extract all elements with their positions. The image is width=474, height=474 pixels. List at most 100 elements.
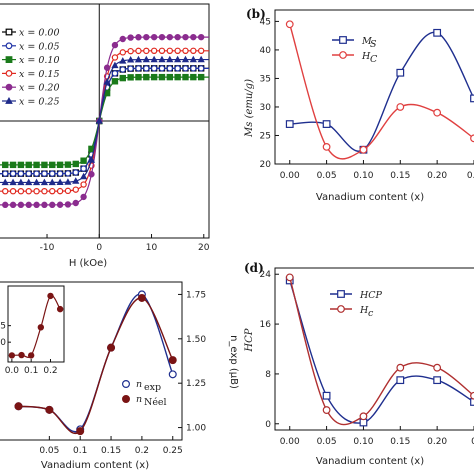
panel-a-loop-point <box>49 161 56 169</box>
panel-a-loop-point <box>72 186 79 193</box>
panel-b-point <box>322 120 331 128</box>
panel-a-loop-point <box>111 54 119 61</box>
panel-a-loop-point <box>142 55 150 63</box>
panel-a-loop-point <box>88 171 95 178</box>
panel-a-loop-point <box>150 33 158 41</box>
panel-a-loop-point <box>17 187 25 195</box>
panel-a-loop-point <box>174 55 182 63</box>
panel-a-loop-point <box>49 187 56 195</box>
panel-a-loop-point <box>158 33 166 41</box>
panel-c-xlabel: Vanadium content (x) <box>41 460 149 471</box>
panel-b-xtick-label: 0.00 <box>280 171 300 181</box>
panel-b-ytick-label: 45 <box>260 17 271 27</box>
panel-a-loop-point <box>72 169 79 176</box>
panel-d-xlabel: Vanadium content (x) <box>316 456 424 467</box>
panel-b-point <box>322 142 331 151</box>
panel-b-legend-label: M <box>361 36 372 47</box>
panel-a-loop-point <box>41 201 48 209</box>
panel-d-point <box>433 376 442 385</box>
panel-a-loop-point <box>56 161 64 169</box>
panel-a-loop-point <box>2 161 9 169</box>
panel-a-loop-point <box>190 33 197 41</box>
panel-a-legend-marker <box>5 56 13 63</box>
panel-a-loop-point <box>49 201 56 209</box>
panel-c-frame <box>0 281 183 441</box>
panel-a-legend-marker <box>5 83 13 91</box>
panel-a-loop-point <box>150 55 158 63</box>
panel-a-loop-point <box>127 34 134 41</box>
panel-a-legend-label: x = 0.15 <box>19 69 60 80</box>
panel-a-loop-point <box>56 187 64 195</box>
panel-a-loop-point <box>95 117 103 124</box>
panel-b-xtick-label: 0.15 <box>390 171 410 181</box>
panel-a-loop-point <box>134 55 143 63</box>
panel-c-inset-xtick-label: 0.1 <box>24 366 38 376</box>
panel-a-xtick-label: 10 <box>146 243 158 253</box>
panel-a-loop-point <box>197 47 205 55</box>
panel-a-loop-point <box>158 65 166 72</box>
panel-a-loop-point <box>72 177 80 184</box>
panel-a-loop-point <box>143 47 150 55</box>
panel-b-point <box>396 103 405 111</box>
panel-a-loop-point <box>190 47 197 55</box>
panel-a-loop-point <box>80 165 87 172</box>
panel-a-loop-point <box>33 187 40 195</box>
panel-b-ytick-label: 35 <box>260 74 271 84</box>
panel-c-point <box>45 405 54 414</box>
panel-b-ytick-label: 20 <box>260 160 272 170</box>
panel-b-point <box>433 108 442 117</box>
panel-c-ytick-label: 1.25 <box>186 379 206 389</box>
panel-a-loop-point <box>166 73 174 81</box>
panel-a-loop-point <box>56 178 64 186</box>
panel-c-point <box>168 356 177 365</box>
panel-a-loop-point <box>182 47 189 55</box>
panel-d-ylabel: HCP <box>244 328 255 352</box>
panel-b-ytick-label: 40 <box>260 46 272 56</box>
panel-b-legend-marker <box>339 51 347 59</box>
panel-a-xtick-label: -10 <box>40 243 55 253</box>
panel-a-legend-label: x = 0.10 <box>19 55 60 66</box>
panel-a-loop-point <box>111 70 119 77</box>
panel-c-xtick-label: 0.2 <box>135 446 149 456</box>
panel-a-loop-point <box>197 33 205 41</box>
panel-a-loop-point <box>127 74 134 81</box>
panel-a-loop-point <box>80 193 87 201</box>
panel-d-xtick-label: 0.05 <box>317 437 337 447</box>
panel-b-legend-sub: S <box>370 39 377 50</box>
panel-c-xtick-label: 0.05 <box>39 446 59 456</box>
panel-a-loop-point <box>182 65 189 72</box>
panel-d-ytick-label: 24 <box>260 270 272 280</box>
panel-a-loop-point <box>1 178 9 186</box>
panel-c-legend-marker <box>121 380 130 389</box>
panel-c-point <box>107 343 116 352</box>
panel-d-ytick-label: 0 <box>265 420 271 430</box>
panel-d-legend-marker <box>337 305 345 313</box>
panel-c-legend-sub: exp <box>144 382 161 393</box>
panel-d-xtick-label: 0 <box>471 437 474 447</box>
panel-a-loop-point <box>135 34 142 41</box>
panel-a-loop-point <box>127 47 134 55</box>
panel-b-point <box>470 134 474 143</box>
panel-a-loop-point <box>9 187 17 195</box>
panel-a-loop-point <box>33 201 40 209</box>
panel-b-point <box>433 28 442 37</box>
panel-c-point <box>76 427 85 436</box>
panel-b-xtick-label: 0.05 <box>317 171 337 181</box>
panel-c-inset-xtick-label: 0.0 <box>5 366 20 376</box>
panel-a-loop-point <box>9 161 17 169</box>
panel-b-point <box>285 20 294 29</box>
panel-c-legend-marker <box>121 395 130 404</box>
panel-a-loop-point <box>190 73 197 81</box>
panel-b-point <box>470 94 474 103</box>
panel-a-loop-point <box>119 66 126 73</box>
panel-d-series-line <box>289 280 474 424</box>
panel-b-xtick-label: 0.10 <box>353 171 373 181</box>
panel-a-loop-point <box>111 61 119 69</box>
panel-a-loop-point <box>119 35 126 43</box>
panel-a-loop-point <box>25 178 33 186</box>
panel-a-loop-point <box>119 57 127 64</box>
panel-b-point <box>396 68 405 77</box>
panel-a-loop-point <box>32 178 41 186</box>
panel-a-loop-point <box>25 201 32 209</box>
panel-d-point <box>322 406 331 414</box>
